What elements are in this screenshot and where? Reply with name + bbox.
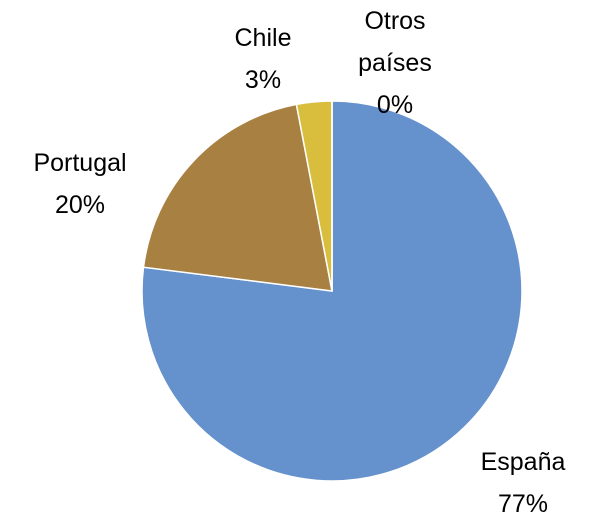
category-name: Otros países (358, 7, 432, 77)
value-label: 0% (376, 91, 414, 119)
pie-slice (142, 103, 333, 292)
value-label: 77% (497, 490, 549, 515)
category-name: Portugal (33, 149, 127, 177)
slice-label: Otros países 0% (340, 0, 450, 126)
value-label: 3% (244, 66, 282, 94)
category-name: Chile (234, 24, 292, 52)
slice-label: Chile 3% (235, 17, 292, 101)
pie-slice (141, 100, 523, 482)
value-label: 20% (54, 191, 106, 219)
category-name: España (480, 448, 566, 476)
slice-label: España 77% (481, 441, 566, 515)
slice-label: Portugal 20% (33, 142, 126, 226)
